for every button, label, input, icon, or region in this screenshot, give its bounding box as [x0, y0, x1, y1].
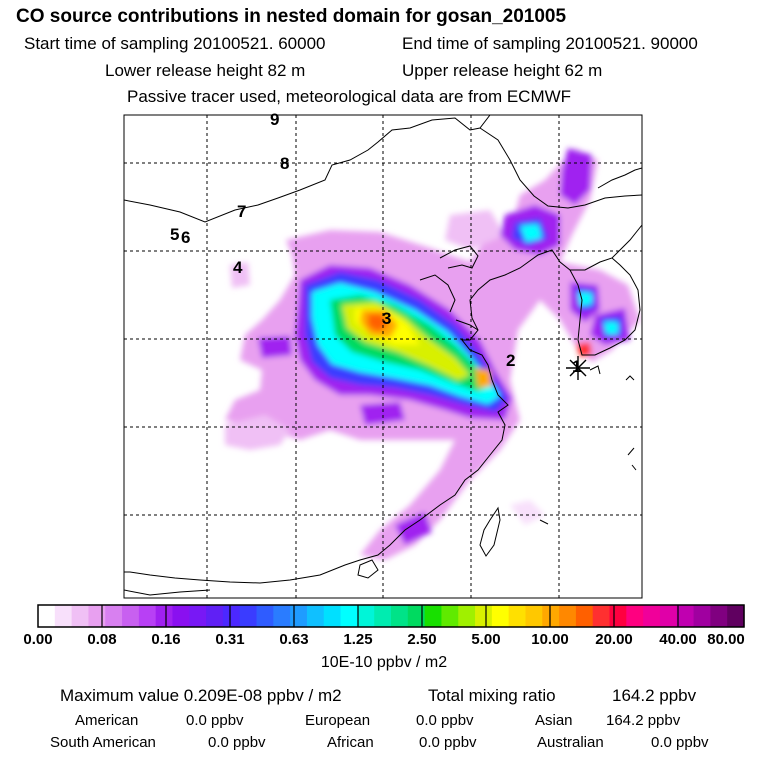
colorbar-swatch: [458, 605, 476, 627]
american-value: 0.0 ppbv: [186, 712, 244, 729]
colorbar-swatch: [290, 605, 308, 627]
start-time-label: Start time of sampling 20100521. 60000: [24, 34, 326, 53]
colorbar-label: 80.00: [707, 631, 745, 648]
colorbar-swatch: [340, 605, 358, 627]
colorbar-swatch: [105, 605, 123, 627]
african-label: African: [327, 734, 374, 751]
european-value: 0.0 ppbv: [416, 712, 474, 729]
marker-7: 7: [237, 202, 246, 221]
coastlines: [124, 115, 642, 596]
colorbar-label: 1.25: [343, 631, 373, 648]
colorbar-swatch: [575, 605, 594, 627]
colorbar-swatch: [491, 605, 510, 627]
african-value: 0.0 ppbv: [419, 734, 477, 751]
colorbar-swatch: [659, 605, 678, 627]
colorbar-swatch: [138, 605, 157, 627]
colorbar-swatch: [88, 605, 106, 627]
colorbar-swatch: [475, 605, 493, 627]
colorbar-swatch: [424, 605, 443, 627]
colorbar-swatch: [407, 605, 426, 627]
end-time-label: End time of sampling 20100521. 90000: [402, 34, 698, 53]
colorbar-label: 10.00: [531, 631, 569, 648]
map-frame: [123, 114, 643, 599]
colorbar-swatch: [71, 605, 90, 627]
colorbar-label: 0.31: [215, 631, 245, 648]
colorbar-swatch: [676, 605, 695, 627]
colorbar-label: 0.08: [87, 631, 117, 648]
marker-8: 8: [280, 154, 289, 173]
colorbar-label: 20.00: [595, 631, 633, 648]
australian-label: Australian: [537, 734, 604, 751]
colorbar-swatch: [155, 605, 174, 627]
colorbar-swatch: [38, 605, 56, 627]
marker-9: 9: [270, 110, 279, 129]
colorbar-swatch: [172, 605, 190, 627]
south-american-value: 0.0 ppbv: [208, 734, 266, 751]
total-mixing-ratio-label: Total mixing ratio: [428, 686, 556, 705]
south-american-label: South American: [50, 734, 156, 751]
colorbar-label: 0.00: [23, 631, 53, 648]
colorbar-swatch: [206, 605, 224, 627]
marker-4: 4: [233, 258, 243, 277]
marker-6: 6: [181, 228, 190, 247]
colorbar-swatch: [273, 605, 291, 627]
australian-value: 0.0 ppbv: [651, 734, 709, 751]
colorbar-label: 0.63: [279, 631, 309, 648]
upper-release-height-label: Upper release height 62 m: [402, 61, 603, 80]
colorbar-swatch: [357, 605, 375, 627]
colorbar-label: 2.50: [407, 631, 437, 648]
american-label: American: [75, 712, 139, 729]
colorbar-swatch: [239, 605, 258, 627]
colorbar-swatch: [643, 605, 661, 627]
plot-title: CO source contributions in nested domain…: [16, 6, 567, 27]
colorbar-swatch: [441, 605, 459, 627]
colorbar-swatch: [323, 605, 342, 627]
colorbar-swatch: [592, 605, 611, 627]
graticule: [124, 115, 642, 598]
colorbar-swatch: [189, 605, 207, 627]
total-mixing-ratio-value: 164.2 ppbv: [612, 686, 697, 705]
colorbar-swatch: [609, 605, 627, 627]
colorbar-swatch: [559, 605, 577, 627]
tracer-note: Passive tracer used, meteorological data…: [127, 87, 572, 106]
colorbar-label: 5.00: [471, 631, 501, 648]
colorbar-swatch: [693, 605, 711, 627]
colorbar-swatch: [626, 605, 644, 627]
colorbar-swatch: [525, 605, 543, 627]
colorbar-swatch: [306, 605, 325, 627]
colorbar-swatch: [727, 605, 745, 627]
colorbar-swatch: [391, 605, 409, 627]
colorbar-ticks: [101, 605, 679, 627]
colorbar-label: 40.00: [659, 631, 697, 648]
colorbar-swatch: [374, 605, 392, 627]
receptor-asterisk-icon: [566, 356, 590, 380]
colorbar-frame: [37, 604, 745, 628]
colorbar-swatch: [542, 605, 560, 627]
marker-3: 3: [382, 309, 391, 328]
marker-5: 5: [170, 225, 179, 244]
lower-release-height-label: Lower release height 82 m: [105, 61, 306, 80]
maximum-value-label: Maximum value 0.209E-08 ppbv / m2: [60, 686, 342, 705]
colorbar-swatch: [508, 605, 527, 627]
european-label: European: [305, 712, 371, 729]
colorbar-unit-label: 10E-10 ppbv / m2: [320, 654, 448, 671]
colorbar: [38, 605, 745, 627]
colorbar-swatch: [222, 605, 241, 627]
colorbar-swatch: [122, 605, 140, 627]
marker-2: 2: [506, 351, 515, 370]
colorbar-swatch: [54, 605, 73, 627]
colorbar-swatch: [710, 605, 728, 627]
asian-value: 164.2 ppbv: [606, 712, 681, 729]
concentration-field: [225, 148, 640, 560]
colorbar-swatch: [256, 605, 274, 627]
asian-label: Asian: [535, 712, 573, 729]
colorbar-label: 0.16: [151, 631, 181, 648]
